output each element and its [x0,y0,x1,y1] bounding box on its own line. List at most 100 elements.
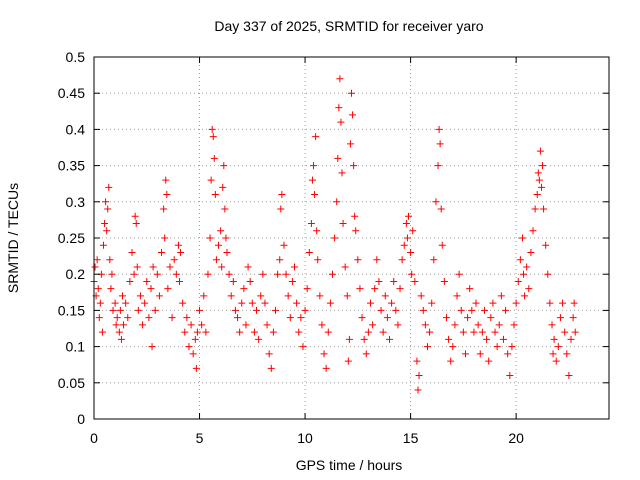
data-point [352,227,360,235]
data-point [134,306,142,314]
data-point [432,198,440,206]
data-point [533,191,541,199]
data-point [413,357,421,365]
data-point [445,335,453,343]
data-point [187,321,195,329]
data-point [375,277,383,285]
data-point [128,248,136,256]
data-point [322,364,330,372]
data-point [559,299,567,307]
x-tick-label: 5 [196,430,204,446]
data-point [293,299,301,307]
data-point [133,263,141,271]
data-point [407,248,415,256]
data-point [428,299,436,307]
data-point [514,277,522,285]
data-point [421,321,429,329]
data-point [183,314,191,322]
data-point [377,306,385,314]
data-point [117,335,125,343]
data-point [286,314,294,322]
x-tick-labels: 0 5 10 15 20 [90,430,524,446]
data-point [301,306,309,314]
data-point [388,299,396,307]
data-point [350,162,358,170]
data-point [174,241,182,249]
data-point [523,263,531,271]
data-point [455,270,463,278]
data-point [333,198,341,206]
data-point [534,169,542,177]
y-tick-labels: 0 0.05 0.1 0.15 0.2 0.25 0.3 0.35 0.4 0.45 0.5 [58,49,85,427]
data-point [336,75,344,83]
data-point [331,234,339,242]
data-point [335,104,343,112]
data-point [495,321,503,329]
data-point [115,328,123,336]
data-point [373,256,381,264]
data-point [98,328,106,336]
data-point [118,292,126,300]
data-point [476,350,484,358]
data-point [231,306,239,314]
data-point [104,205,112,213]
data-point [348,89,355,97]
data-point [396,285,404,293]
data-point [99,241,107,249]
data-point [518,234,526,242]
data-point [248,299,256,307]
x-tick-label: 15 [403,430,419,446]
data-point [223,248,231,256]
data-point [546,299,554,307]
data-point [529,227,537,235]
data-point [244,263,252,271]
data-point [561,328,569,336]
data-point [208,125,216,133]
data-point [277,205,285,213]
data-point [510,321,518,329]
data-point [570,299,578,307]
data-point [480,306,488,314]
data-point [147,285,155,293]
data-point [200,292,208,300]
data-point [284,292,292,300]
data-point [136,292,144,300]
data-point [502,306,510,314]
data-point [227,292,235,300]
data-point [338,169,346,177]
data-point [536,147,544,155]
data-point [549,350,557,358]
data-point [303,285,311,293]
data-point [459,328,467,336]
data-point [320,350,328,358]
data-point [440,277,448,285]
data-point [141,299,149,307]
axis-ticks [93,56,609,420]
data-point [527,248,535,256]
data-point [497,292,505,300]
data-point [179,299,187,307]
data-point [120,321,128,329]
data-point [253,306,261,314]
data-point [354,256,362,264]
data-point [539,162,547,170]
data-point [540,205,548,213]
data-point [282,270,290,278]
data-point [563,350,571,358]
data-point [531,205,539,213]
y-tick-label: 0 [77,411,85,427]
data-point [168,314,176,322]
data-point [210,154,218,162]
data-point [96,299,104,307]
data-point [411,277,419,285]
data-point [449,343,457,351]
data-point [93,256,101,264]
data-point [435,125,443,133]
data-point [362,350,370,358]
data-point [326,299,334,307]
data-point [220,162,228,170]
data-point [103,227,111,235]
data-point [158,248,166,256]
data-point [116,306,124,314]
